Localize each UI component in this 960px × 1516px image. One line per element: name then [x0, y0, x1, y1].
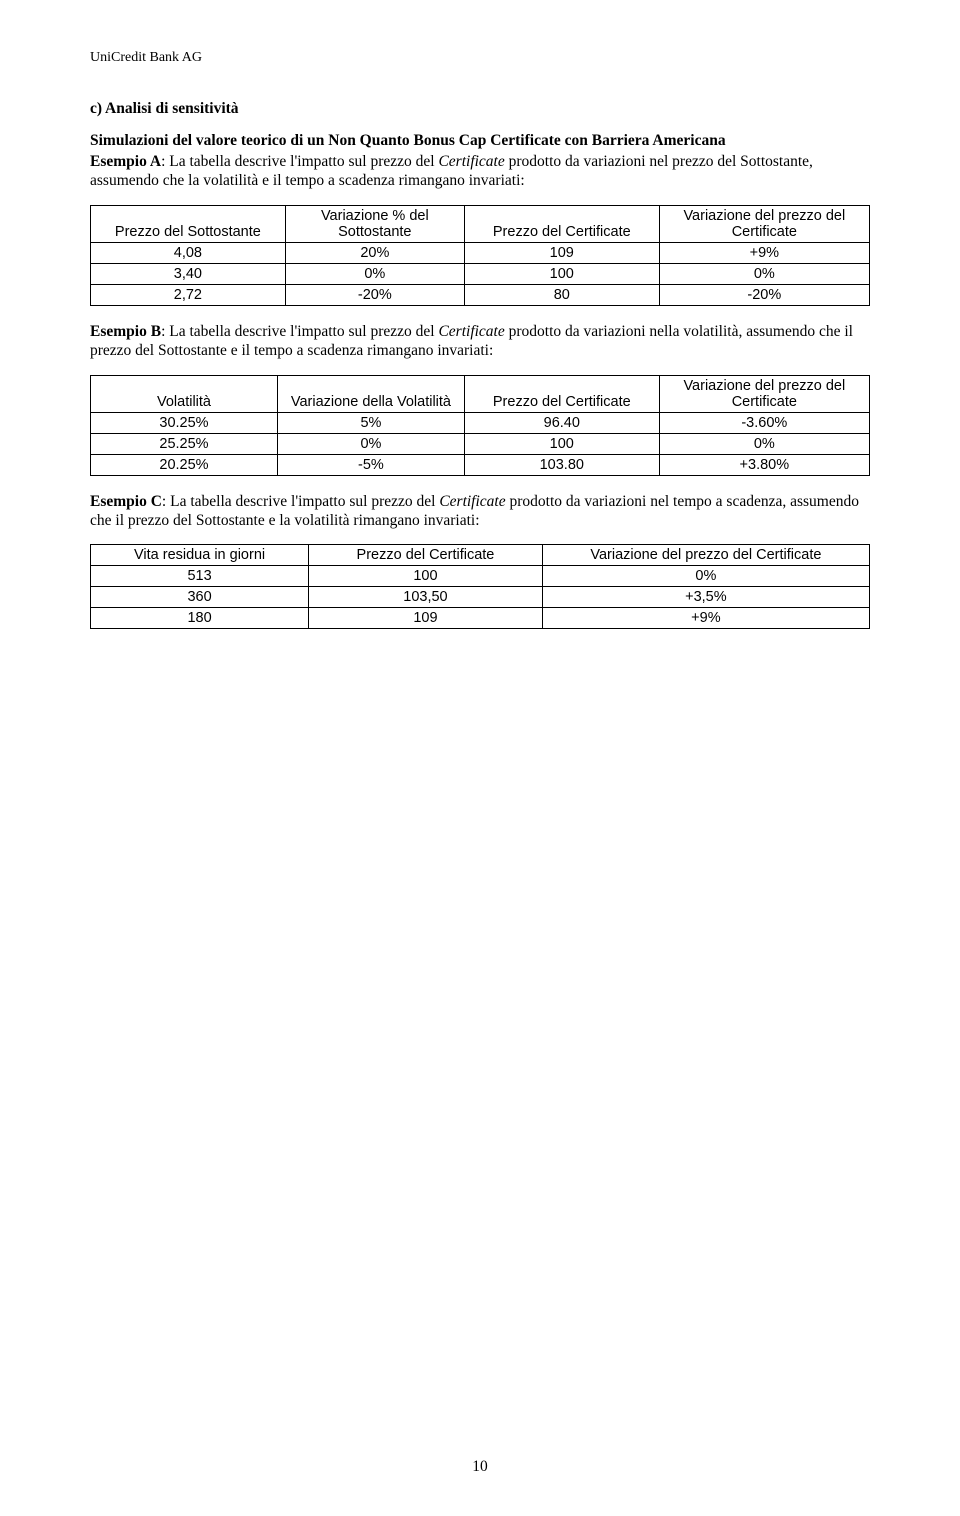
cell: 100 [464, 433, 659, 454]
cell: 0% [659, 433, 869, 454]
table-row: 3,40 0% 100 0% [91, 263, 870, 284]
example-b-italic: Certificate [438, 323, 504, 340]
cell: 5% [277, 412, 464, 433]
cell: 360 [91, 587, 309, 608]
cell: 4,08 [91, 242, 286, 263]
table-b-h1: Volatilità [91, 375, 278, 412]
cell: 513 [91, 566, 309, 587]
cell: 3,40 [91, 263, 286, 284]
cell: 25.25% [91, 433, 278, 454]
example-a-italic: Certificate [438, 153, 504, 170]
cell: 30.25% [91, 412, 278, 433]
cell: -20% [285, 284, 464, 305]
table-row: 180 109 +9% [91, 608, 870, 629]
example-b-pre: : La tabella descrive l'impatto sul prez… [161, 323, 438, 340]
table-row: 2,72 -20% 80 -20% [91, 284, 870, 305]
subtitle: Simulazioni del valore teorico di un Non… [90, 132, 870, 150]
cell: 109 [464, 242, 659, 263]
table-a-h4: Variazione del prezzo del Certificate [659, 205, 869, 242]
table-b-header-row: Volatilità Variazione della Volatilità P… [91, 375, 870, 412]
example-c-italic: Certificate [439, 493, 505, 510]
table-row: 360 103,50 +3,5% [91, 587, 870, 608]
table-a-h2: Variazione % del Sottostante [285, 205, 464, 242]
table-row: 30.25% 5% 96.40 -3.60% [91, 412, 870, 433]
cell: 2,72 [91, 284, 286, 305]
table-c: Vita residua in giorni Prezzo del Certif… [90, 544, 870, 629]
cell: +3,5% [542, 587, 869, 608]
cell: -3.60% [659, 412, 869, 433]
table-b-h2: Variazione della Volatilità [277, 375, 464, 412]
table-row: 20.25% -5% 103.80 +3.80% [91, 454, 870, 475]
table-a-h1: Prezzo del Sottostante [91, 205, 286, 242]
cell: 0% [542, 566, 869, 587]
cell: 96.40 [464, 412, 659, 433]
section-title: c) Analisi di sensitività [90, 100, 870, 118]
table-row: 25.25% 0% 100 0% [91, 433, 870, 454]
document-header: UniCredit Bank AG [90, 50, 870, 66]
table-a: Prezzo del Sottostante Variazione % del … [90, 205, 870, 306]
cell: 80 [464, 284, 659, 305]
table-b: Volatilità Variazione della Volatilità P… [90, 375, 870, 476]
table-b-h3: Prezzo del Certificate [464, 375, 659, 412]
cell: 0% [285, 263, 464, 284]
table-c-h3: Variazione del prezzo del Certificate [542, 545, 869, 566]
example-b-text: Esempio B: La tabella descrive l'impatto… [90, 322, 870, 361]
table-b-h4: Variazione del prezzo del Certificate [659, 375, 869, 412]
example-a-pre: : La tabella descrive l'impatto sul prez… [161, 153, 438, 170]
example-b-label: Esempio B [90, 323, 161, 340]
cell: 180 [91, 608, 309, 629]
page-number: 10 [0, 1458, 960, 1476]
cell: 109 [309, 608, 543, 629]
cell: 20% [285, 242, 464, 263]
cell: 100 [464, 263, 659, 284]
cell: +9% [542, 608, 869, 629]
table-row: 4,08 20% 109 +9% [91, 242, 870, 263]
table-a-h3: Prezzo del Certificate [464, 205, 659, 242]
cell: -20% [659, 284, 869, 305]
cell: 0% [659, 263, 869, 284]
cell: 0% [277, 433, 464, 454]
example-c-label: Esempio C [90, 493, 162, 510]
table-c-header-row: Vita residua in giorni Prezzo del Certif… [91, 545, 870, 566]
table-row: 513 100 0% [91, 566, 870, 587]
cell: -5% [277, 454, 464, 475]
table-c-h1: Vita residua in giorni [91, 545, 309, 566]
cell: 103,50 [309, 587, 543, 608]
table-c-h2: Prezzo del Certificate [309, 545, 543, 566]
cell: 20.25% [91, 454, 278, 475]
cell: 100 [309, 566, 543, 587]
cell: +9% [659, 242, 869, 263]
example-a-label: Esempio A [90, 153, 161, 170]
example-c-pre: : La tabella descrive l'impatto sul prez… [162, 493, 439, 510]
example-c-text: Esempio C: La tabella descrive l'impatto… [90, 492, 870, 531]
cell: +3.80% [659, 454, 869, 475]
example-a-text: Esempio A: La tabella descrive l'impatto… [90, 152, 870, 191]
table-a-header-row: Prezzo del Sottostante Variazione % del … [91, 205, 870, 242]
cell: 103.80 [464, 454, 659, 475]
